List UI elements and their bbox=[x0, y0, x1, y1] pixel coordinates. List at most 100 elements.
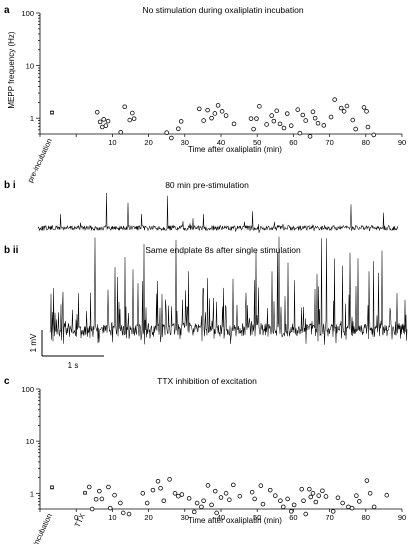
data-point bbox=[332, 97, 337, 102]
data-point bbox=[284, 111, 290, 116]
data-point bbox=[231, 482, 236, 488]
data-point bbox=[249, 489, 255, 495]
data-point bbox=[269, 113, 274, 118]
data-point bbox=[321, 123, 327, 128]
data-point bbox=[365, 124, 371, 130]
scale-bar-time-label: 1 s bbox=[68, 361, 79, 370]
data-point bbox=[197, 106, 202, 112]
data-point bbox=[310, 109, 316, 115]
data-point bbox=[214, 510, 219, 516]
panel-bi-trace bbox=[37, 192, 399, 234]
data-point bbox=[86, 484, 92, 490]
data-point bbox=[367, 491, 373, 496]
data-point bbox=[237, 493, 243, 499]
x-tick-label: 70 bbox=[325, 513, 333, 522]
data-point bbox=[307, 134, 313, 139]
data-point bbox=[144, 500, 150, 506]
data-point bbox=[194, 500, 200, 506]
data-point bbox=[201, 498, 206, 504]
x-tick-label: 40 bbox=[217, 513, 225, 522]
panel-c-title: TTX inhibition of excitation bbox=[157, 376, 257, 386]
data-point bbox=[248, 116, 254, 121]
panel-a-xlabel: Time after oxaliplatin (min) bbox=[188, 145, 282, 154]
data-point bbox=[191, 509, 197, 515]
data-point bbox=[277, 121, 283, 127]
data-point bbox=[252, 496, 257, 502]
x-tick-label: 30 bbox=[181, 138, 189, 147]
data-point bbox=[260, 501, 266, 507]
panel-c-letter: c bbox=[4, 376, 10, 387]
pre-incubation-marker bbox=[50, 110, 54, 115]
data-point bbox=[215, 103, 221, 108]
data-point bbox=[344, 103, 350, 109]
data-point bbox=[209, 115, 214, 121]
data-point bbox=[371, 504, 377, 510]
data-point bbox=[97, 488, 102, 494]
data-point bbox=[120, 510, 126, 516]
data-point bbox=[105, 118, 111, 124]
data-point bbox=[218, 495, 224, 500]
data-point bbox=[350, 117, 356, 123]
data-point bbox=[140, 491, 146, 496]
x-tick-label: 10 bbox=[108, 138, 116, 147]
data-point bbox=[323, 494, 329, 499]
y-tick-label: 1 bbox=[30, 489, 34, 498]
data-point bbox=[219, 109, 225, 114]
data-point bbox=[176, 126, 181, 131]
x-tick-label: 30 bbox=[181, 513, 189, 522]
data-point bbox=[274, 108, 280, 114]
x-tick-label: 40 bbox=[217, 138, 225, 147]
x-category-label: pre-incubation bbox=[26, 512, 54, 544]
panel-c-chart: 1 10 100 0 10 20 30 40 50 60 70 80 90 pre-incubation T… bbox=[21, 385, 406, 544]
x-tick-label: 50 bbox=[253, 513, 261, 522]
data-point bbox=[161, 498, 167, 504]
panel-bii-trace bbox=[49, 236, 408, 345]
data-point bbox=[201, 118, 206, 123]
data-point bbox=[107, 505, 113, 511]
data-point bbox=[273, 493, 278, 498]
data-point bbox=[297, 130, 303, 136]
x-tick-label: 20 bbox=[144, 138, 152, 147]
x-tick-label: 80 bbox=[362, 138, 370, 147]
y-tick-label: 100 bbox=[21, 385, 34, 394]
y-tick-label: 10 bbox=[26, 437, 34, 446]
data-point bbox=[364, 478, 370, 483]
panel-bi-title: 80 min pre-stimulation bbox=[165, 180, 249, 190]
data-point bbox=[320, 488, 325, 494]
data-point bbox=[384, 492, 390, 498]
x-tick-label: 10 bbox=[108, 513, 116, 522]
x-tick-label: 50 bbox=[253, 138, 261, 147]
data-point bbox=[99, 124, 105, 130]
data-point bbox=[118, 129, 124, 135]
data-point bbox=[371, 132, 377, 138]
data-point bbox=[271, 118, 277, 124]
x-tick-label: 80 bbox=[362, 513, 370, 522]
data-point bbox=[97, 119, 103, 125]
data-point bbox=[231, 121, 237, 127]
data-point bbox=[172, 491, 178, 496]
data-point bbox=[93, 496, 99, 502]
y-tick-label: 1 bbox=[30, 114, 34, 123]
data-point bbox=[155, 479, 161, 484]
panel-a-chart: 1 10 100 10 20 30 40 50 60 70 80 90 pre-incubation bbox=[21, 9, 406, 184]
data-point bbox=[340, 500, 345, 506]
data-point bbox=[209, 502, 214, 508]
data-point bbox=[158, 485, 163, 491]
data-point bbox=[328, 114, 334, 120]
data-point bbox=[308, 494, 314, 500]
data-point bbox=[227, 497, 232, 503]
x-tick-label: 60 bbox=[289, 138, 297, 147]
data-point bbox=[89, 506, 95, 512]
data-point bbox=[281, 125, 287, 131]
data-point bbox=[295, 107, 301, 112]
data-point bbox=[251, 126, 256, 132]
data-point bbox=[254, 116, 259, 121]
data-point bbox=[106, 484, 111, 490]
data-point bbox=[99, 496, 105, 502]
data-point bbox=[353, 126, 358, 132]
y-tick-label: 100 bbox=[21, 9, 34, 18]
voltage-trace-line bbox=[37, 192, 399, 234]
data-point bbox=[349, 505, 355, 511]
scale-bar: 1 mV 1 s bbox=[29, 330, 104, 370]
